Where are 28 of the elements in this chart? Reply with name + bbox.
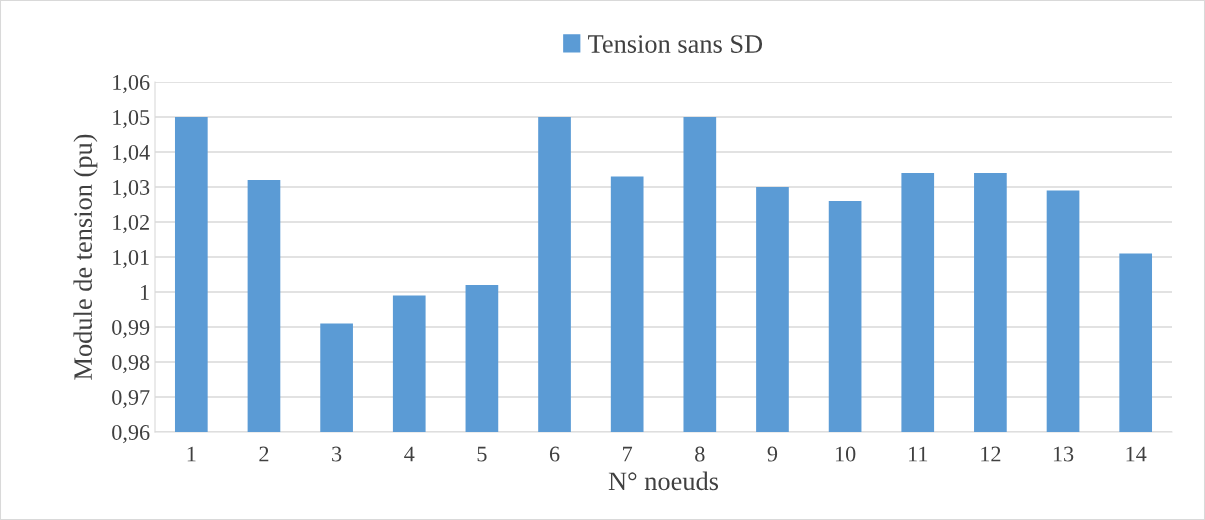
- y-tick-label: 1,06: [113, 74, 150, 94]
- y-tick-label: 1,02: [113, 214, 149, 234]
- y-tick-label: 1,04: [113, 144, 150, 164]
- x-tick-label: 10: [835, 446, 856, 462]
- y-tick-label: 1,03: [113, 179, 150, 199]
- x-tick-label: 3: [332, 446, 342, 462]
- x-tick-label: 14: [1126, 446, 1147, 462]
- x-tick-label: 5: [477, 446, 487, 462]
- y-tick-label: 0,99: [112, 319, 150, 339]
- y-axis-title: Module de tension (pu): [73, 134, 98, 380]
- x-tick-label: 11: [909, 446, 928, 462]
- x-tick-label: 13: [1053, 446, 1074, 462]
- x-tick-label: 1: [187, 446, 196, 462]
- x-tick-label: 9: [767, 446, 778, 462]
- legend-label: Tension sans SD: [588, 35, 763, 53]
- y-tick-label: 0,97: [112, 389, 150, 409]
- y-tick-label: 1,05: [113, 109, 150, 129]
- x-tick-label: 8: [695, 446, 705, 462]
- x-tick-label: 2: [259, 446, 269, 462]
- x-tick-label: 6: [549, 446, 560, 462]
- y-tick-label: 0,98: [112, 354, 150, 374]
- x-axis-title: N° noeuds: [608, 471, 719, 491]
- x-tick-label: 12: [981, 446, 1001, 462]
- x-tick-label: 4: [404, 446, 415, 462]
- y-tick-label: 0,96: [112, 424, 150, 444]
- y-tick-label: 1,01: [113, 249, 149, 269]
- y-tick-label: 1: [140, 285, 149, 300]
- x-tick-label: 7: [623, 446, 633, 462]
